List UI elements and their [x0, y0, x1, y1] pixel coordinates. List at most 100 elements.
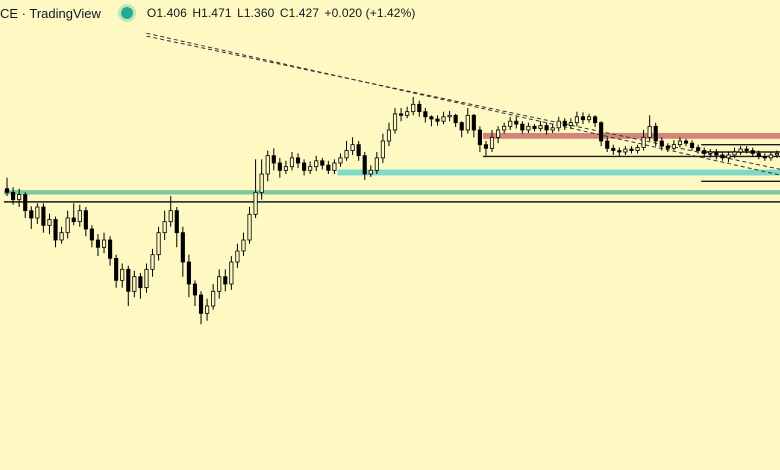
candle-body-49 [302, 162, 307, 171]
candle-body-114 [696, 147, 701, 151]
candle-body-36 [223, 276, 228, 285]
candle-body-92 [562, 120, 567, 126]
resistance-zone [482, 132, 780, 139]
candle-body-86 [526, 125, 531, 131]
candle-body-67 [411, 103, 416, 113]
ohlc-high: H1.471 [192, 6, 232, 20]
candle-body-72 [441, 116, 446, 122]
ohlc-open: O1.406 [146, 6, 187, 20]
candle-body-4 [29, 210, 34, 219]
candle-body-57 [350, 144, 355, 151]
candle-body-100 [611, 147, 616, 151]
candle-body-78 [477, 129, 482, 146]
candle-body-64 [392, 113, 398, 131]
market-status-dot-icon [120, 7, 133, 19]
candle-body-37 [229, 261, 234, 285]
candle-body-84 [514, 120, 519, 125]
candle-body-51 [314, 160, 319, 168]
candle-body-50 [308, 166, 313, 171]
candle-body-39 [241, 239, 246, 252]
candle-body-58 [356, 144, 361, 157]
ohlc-low: L1.360 [237, 6, 275, 20]
bottom-zone [4, 190, 780, 195]
candle-body-81 [496, 129, 501, 138]
candle-body-75 [459, 122, 464, 131]
candle-body-0 [4, 188, 10, 193]
candle-body-85 [520, 123, 525, 131]
candle-body-73 [447, 114, 452, 118]
candle-body-3 [23, 194, 28, 212]
trendline-1 [146, 35, 780, 170]
candle-body-108 [659, 140, 664, 147]
candle-body-125 [762, 155, 767, 159]
candle-body-106 [647, 125, 652, 138]
symbol-title[interactable]: CE · TradingView [0, 5, 101, 21]
candle-body-60 [368, 169, 373, 175]
candle-body-48 [295, 157, 301, 164]
candle-body-110 [671, 144, 676, 149]
candle-body-22 [138, 276, 143, 289]
candle-body-55 [338, 157, 343, 164]
candle-body-28 [174, 210, 179, 234]
candle-body-127 [774, 153, 780, 156]
candle-body-42 [259, 173, 264, 193]
candle-body-2 [17, 194, 22, 201]
candle-body-116 [708, 151, 713, 154]
candle-body-82 [502, 125, 507, 131]
candle-body-101 [617, 150, 622, 153]
candle-body-63 [386, 129, 392, 142]
candle-body-107 [653, 125, 658, 142]
candle-body-70 [429, 116, 434, 120]
candle-body-87 [532, 125, 537, 129]
candle-body-6 [41, 206, 46, 226]
candle-body-10 [65, 217, 70, 234]
candle-body-59 [362, 155, 367, 175]
candle-body-40 [247, 213, 252, 241]
candle-body-115 [702, 150, 707, 154]
candle-body-52 [320, 160, 325, 166]
candle-body-44 [271, 155, 276, 164]
candle-body-74 [453, 114, 458, 124]
candle-body-45 [277, 162, 282, 171]
candle-body-41 [253, 191, 258, 215]
ohlc-change: +0.020 (+1.42%) [324, 6, 416, 20]
candle-body-93 [568, 122, 573, 126]
candle-body-9 [59, 232, 64, 241]
candle-body-111 [677, 140, 683, 146]
candle-body-119 [726, 154, 731, 159]
candle-body-8 [53, 219, 58, 241]
candle-body-61 [374, 157, 379, 171]
candle-body-35 [217, 276, 222, 292]
zones-layer [4, 132, 780, 195]
candle-body-66 [405, 111, 410, 116]
ohlc-legend: O1.406 H1.471 L1.360 C1.427 +0.020 (+1.4… [147, 6, 418, 20]
candle-body-13 [83, 210, 88, 230]
candle-body-27 [168, 210, 173, 223]
candle-body-54 [332, 162, 337, 171]
candle-body-33 [205, 305, 210, 314]
candle-body-12 [77, 210, 82, 223]
candle-body-19 [120, 268, 125, 281]
candle-body-79 [483, 144, 489, 149]
candle-body-105 [641, 136, 646, 148]
candle-body-98 [599, 122, 604, 142]
candle-body-99 [605, 140, 610, 149]
candle-body-56 [344, 150, 349, 159]
candle-body-77 [471, 114, 476, 131]
candle-body-69 [423, 111, 428, 118]
candle-body-11 [71, 217, 76, 223]
candle-body-90 [550, 127, 555, 131]
candle-body-21 [132, 276, 137, 292]
candle-body-95 [580, 116, 586, 121]
candle-body-1 [11, 191, 16, 201]
candle-body-15 [95, 239, 101, 248]
candle-body-124 [756, 153, 761, 157]
candle-body-14 [89, 228, 94, 241]
candle-body-104 [635, 147, 640, 151]
candle-body-88 [538, 125, 543, 129]
candle-body-103 [629, 148, 634, 151]
candle-body-32 [198, 294, 204, 314]
